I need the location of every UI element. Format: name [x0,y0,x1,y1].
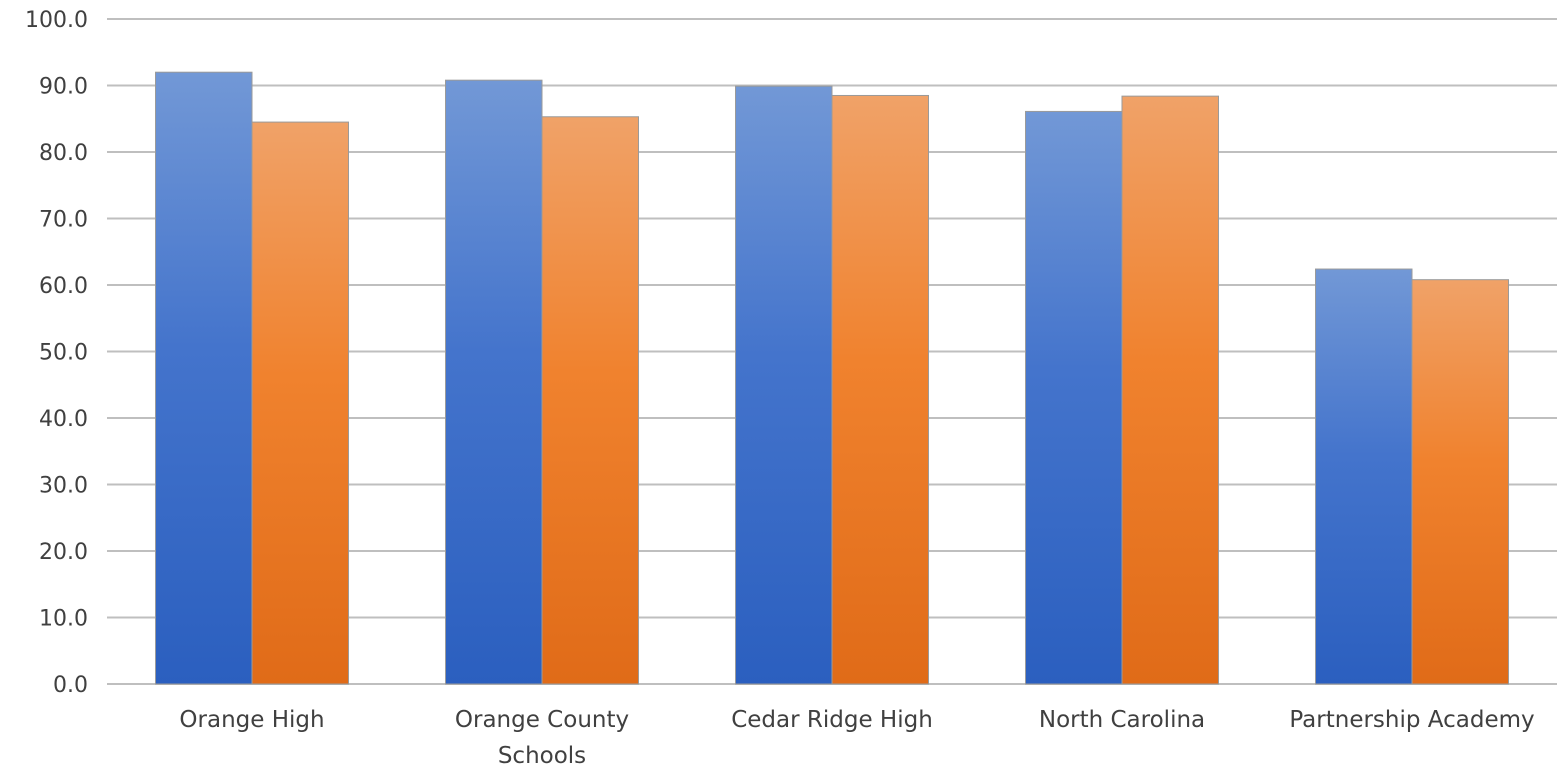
bar-blue [1025,110,1123,685]
y-tick-label: 10.0 [39,607,88,632]
y-tick-label: 50.0 [39,341,88,366]
bar-orange [1411,279,1509,685]
y-tick-label: 20.0 [39,540,88,565]
x-tick-label: North Carolina [1039,707,1205,733]
bar-blue [155,71,253,685]
bar-blue [735,85,833,685]
y-tick-label: 60.0 [39,274,88,299]
x-tick-label: Partnership Academy [1289,707,1534,733]
x-tick-label: Orange County Schools [455,707,629,769]
y-axis-tick-labels: 0.0 10.0 20.0 30.0 40.0 50.0 60.0 70.0 80.0 90.0 1… [25,8,88,698]
bar-blue [1315,268,1413,685]
x-tick-label: Cedar Ridge High [731,707,933,733]
bar-orange [251,121,349,685]
y-tick-label: 90.0 [39,75,88,100]
bar-blue [445,79,543,685]
bar-orange [831,94,929,685]
x-axis-category-labels: Orange High Orange County Schools Cedar Rid… [179,707,1534,769]
y-tick-label: 0.0 [53,673,88,698]
y-tick-label: 30.0 [39,474,88,499]
y-tick-label: 40.0 [39,407,88,432]
bar-orange [1121,95,1219,685]
x-tick-label: Orange High [179,707,324,733]
y-tick-label: 100.0 [25,8,88,33]
bar-orange [541,116,639,685]
y-tick-label: 70.0 [39,208,88,233]
bars [155,71,1509,685]
y-tick-label: 80.0 [39,141,88,166]
